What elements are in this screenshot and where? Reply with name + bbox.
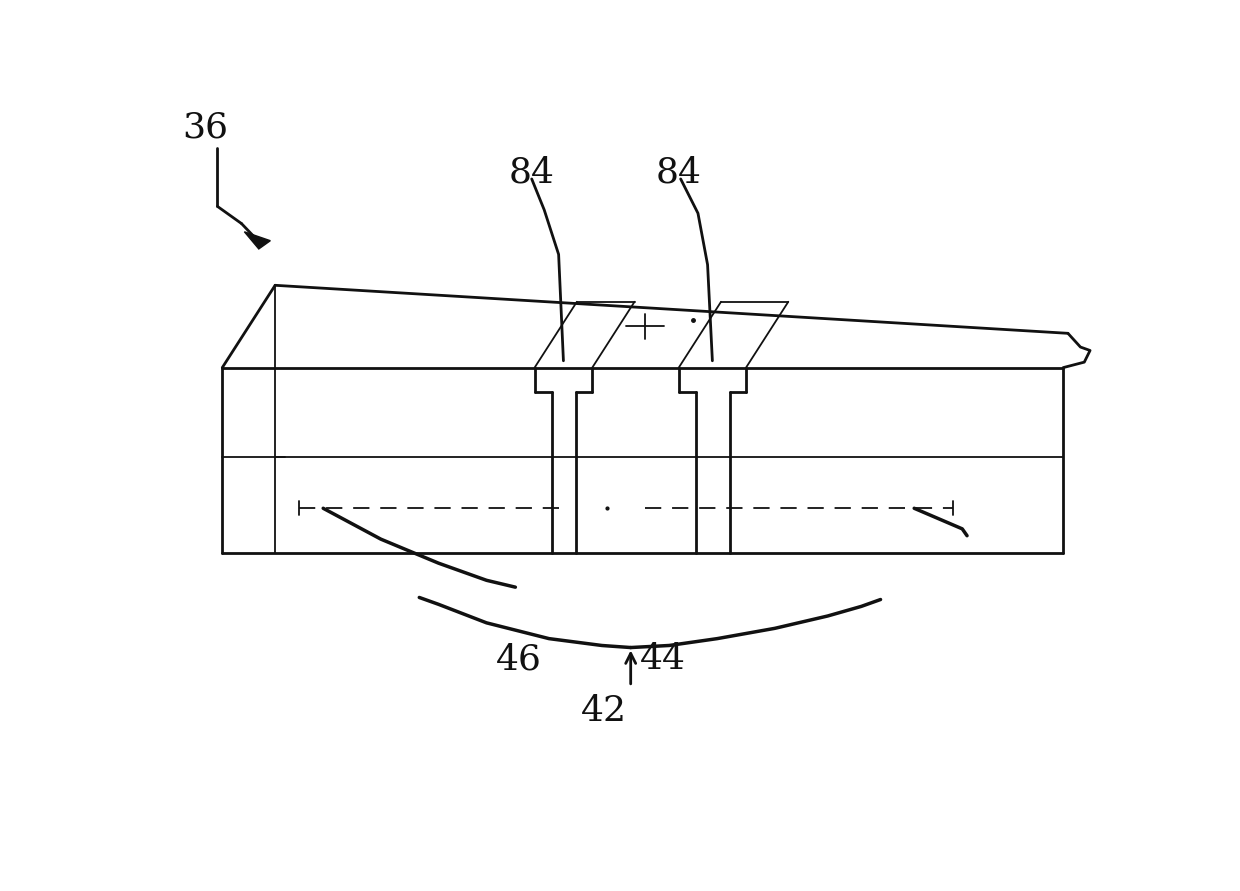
Text: 44: 44 [640,642,686,676]
Text: 42: 42 [580,694,626,728]
Text: 84: 84 [656,155,702,189]
Text: 36: 36 [182,110,228,144]
Text: 84: 84 [508,155,554,189]
Polygon shape [244,232,270,249]
Text: 46: 46 [496,642,542,676]
